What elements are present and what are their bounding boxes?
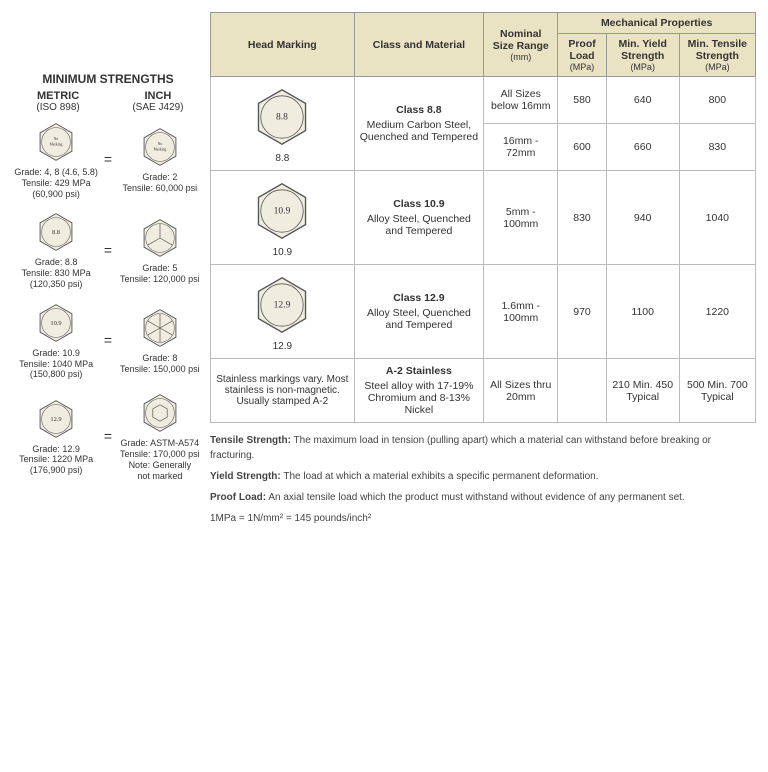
th-proof: Proof Load(MPa): [558, 34, 606, 77]
th-nominal: Nominal Size Range (mm): [484, 13, 558, 77]
definitions: Tensile Strength: The maximum load in te…: [210, 433, 756, 526]
proof-cell: 600: [558, 124, 606, 171]
equals-sign: =: [100, 428, 115, 444]
proof-cell: 830: [558, 171, 606, 265]
min-strengths-title: MINIMUM STRENGTHS: [12, 72, 204, 86]
properties-panel: Head Marking Class and Material Nominal …: [210, 12, 756, 532]
th-mech: Mechanical Properties: [558, 13, 756, 34]
inch-cell: NoMarkingGrade: 2Tensile: 60,000 psi: [116, 124, 204, 194]
class-material-cell: Class 8.8Medium Carbon Steel, Quenched a…: [354, 77, 484, 171]
hexagon-icon: 10.9: [33, 300, 79, 346]
class-material-cell: Class 12.9Alloy Steel, Quenched and Temp…: [354, 265, 484, 359]
yield-cell: 210 Min. 450 Typical: [606, 359, 679, 423]
hexagon-icon: NoMarking: [137, 124, 183, 170]
class-material-cell: Class 10.9Alloy Steel, Quenched and Temp…: [354, 171, 484, 265]
head-marking-cell: Stainless markings vary. Most stainless …: [211, 359, 355, 423]
proof-cell: [558, 359, 606, 423]
table-row: 12.912.9Class 12.9Alloy Steel, Quenched …: [211, 265, 756, 359]
inch-cell: Grade: ASTM-A574Tensile: 170,000 psiNote…: [116, 390, 204, 481]
svg-text:No: No: [158, 143, 163, 147]
properties-table: Head Marking Class and Material Nominal …: [210, 12, 756, 423]
metric-cell: 10.9Grade: 10.9Tensile: 1040 MPa(150,800…: [12, 300, 100, 380]
proof-cell: 970: [558, 265, 606, 359]
range-cell: 16mm - 72mm: [484, 124, 558, 171]
comparison-row: 10.9Grade: 10.9Tensile: 1040 MPa(150,800…: [12, 300, 204, 380]
equals-sign: =: [100, 151, 115, 167]
comparison-row: 12.9Grade: 12.9Tensile: 1220 MPa(176,900…: [12, 390, 204, 481]
hexagon-icon: 8.8: [248, 83, 316, 151]
svg-text:8.8: 8.8: [276, 113, 288, 123]
hexagon-icon: [137, 390, 183, 436]
yield-cell: 940: [606, 171, 679, 265]
range-cell: All Sizes below 16mm: [484, 77, 558, 124]
inch-header: INCH (SAE J429): [112, 90, 204, 113]
comparison-row: 8.8Grade: 8.8Tensile: 830 MPa(120,350 ps…: [12, 209, 204, 289]
metric-cell: NoMarkingGrade: 4, 8 (4.6, 5.8)Tensile: …: [12, 119, 100, 199]
yield-cell: 640: [606, 77, 679, 124]
range-cell: All Sizes thru 20mm: [484, 359, 558, 423]
svg-text:No: No: [54, 137, 59, 141]
range-cell: 1.6mm - 100mm: [484, 265, 558, 359]
hexagon-icon: No Marking: [33, 119, 79, 165]
yield-cell: 1100: [606, 265, 679, 359]
inch-cell: Grade: 8Tensile: 150,000 psi: [116, 305, 204, 375]
proof-cell: 580: [558, 77, 606, 124]
table-row: Stainless markings vary. Most stainless …: [211, 359, 756, 423]
th-head-marking: Head Marking: [211, 13, 355, 77]
hexagon-icon: 12.9: [248, 271, 316, 339]
svg-text:Marking: Marking: [154, 148, 167, 152]
equals-sign: =: [100, 242, 115, 258]
metric-cell: 12.9Grade: 12.9Tensile: 1220 MPa(176,900…: [12, 396, 100, 476]
hexagon-icon: 12.9: [33, 396, 79, 442]
th-yield: Min. Yield Strength(MPa): [606, 34, 679, 77]
minimum-strengths-panel: MINIMUM STRENGTHS METRIC (ISO 898) INCH …: [12, 12, 204, 532]
tensile-cell: 500 Min. 700 Typical: [679, 359, 755, 423]
yield-cell: 660: [606, 124, 679, 171]
head-marking-cell: 10.910.9: [211, 171, 355, 265]
tensile-cell: 1220: [679, 265, 755, 359]
hexagon-icon: 10.9: [248, 177, 316, 245]
table-row: 8.88.8Class 8.8Medium Carbon Steel, Quen…: [211, 77, 756, 124]
inch-cell: Grade: 5Tensile: 120,000 psi: [116, 215, 204, 285]
hexagon-icon: [137, 305, 183, 351]
tensile-cell: 800: [679, 77, 755, 124]
svg-text:8.8: 8.8: [52, 229, 60, 236]
th-tensile: Min. Tensile Strength(MPa): [679, 34, 755, 77]
head-marking-cell: 8.88.8: [211, 77, 355, 171]
svg-text:Marking: Marking: [50, 143, 63, 147]
th-class-material: Class and Material: [354, 13, 484, 77]
hexagon-icon: [137, 215, 183, 261]
tensile-cell: 830: [679, 124, 755, 171]
equals-sign: =: [100, 332, 115, 348]
comparison-row: NoMarkingGrade: 4, 8 (4.6, 5.8)Tensile: …: [12, 119, 204, 199]
class-material-cell: A-2 StainlessSteel alloy with 17-19% Chr…: [354, 359, 484, 423]
head-marking-cell: 12.912.9: [211, 265, 355, 359]
svg-text:10.9: 10.9: [51, 320, 62, 327]
svg-text:10.9: 10.9: [274, 207, 291, 217]
svg-text:12.9: 12.9: [274, 301, 291, 311]
metric-header: METRIC (ISO 898): [12, 90, 104, 113]
table-row: 10.910.9Class 10.9Alloy Steel, Quenched …: [211, 171, 756, 265]
hexagon-icon: 8.8: [33, 209, 79, 255]
tensile-cell: 1040: [679, 171, 755, 265]
svg-text:12.9: 12.9: [51, 415, 62, 422]
range-cell: 5mm - 100mm: [484, 171, 558, 265]
metric-cell: 8.8Grade: 8.8Tensile: 830 MPa(120,350 ps…: [12, 209, 100, 289]
